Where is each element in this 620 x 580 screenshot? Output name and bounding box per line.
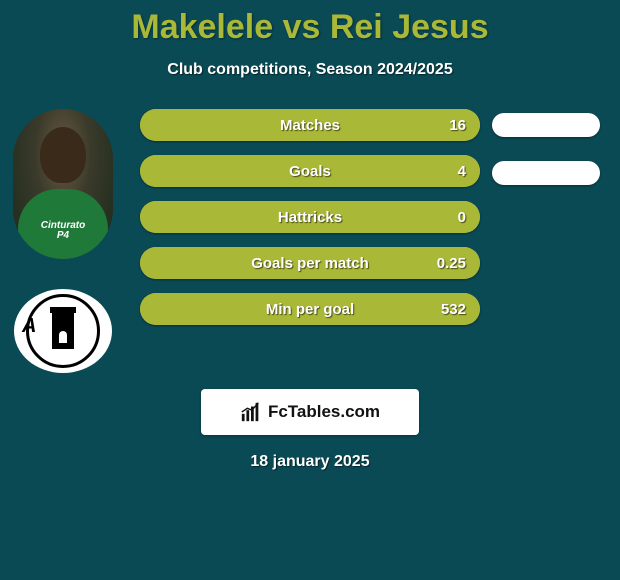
- date-label: 18 january 2025: [0, 453, 620, 471]
- stat-label: Matches: [280, 117, 340, 134]
- stat-value: 0.25: [437, 255, 466, 272]
- badge-inner: [26, 294, 100, 368]
- club-badge: A: [14, 289, 112, 373]
- stat-bar-goals: Goals 4: [140, 155, 480, 187]
- content-area: Cinturato P4 A Matches16Goals4Hattricks0…: [0, 109, 620, 349]
- sponsor-line2: P4: [57, 230, 69, 241]
- brand-chart-icon: [240, 401, 262, 423]
- subtitle: Club competitions, Season 2024/2025: [0, 61, 620, 79]
- stat-bar-min-per-goal: Min per goal 532: [140, 293, 480, 325]
- stat-label: Min per goal: [266, 301, 354, 318]
- badge-arch: [59, 331, 67, 343]
- stat-label: Goals: [289, 163, 331, 180]
- stat-bar-hattricks: Hattricks 0: [140, 201, 480, 233]
- left-column: Cinturato P4 A: [8, 109, 118, 373]
- stat-value: 16: [449, 117, 466, 134]
- stat-bar-matches: Matches 16: [140, 109, 480, 141]
- avatar-sponsor: Cinturato P4: [41, 221, 85, 241]
- stat-label: Hattricks: [278, 209, 342, 226]
- right-column: [492, 109, 610, 207]
- stat-value: 532: [441, 301, 466, 318]
- player-avatar: Cinturato P4: [13, 109, 113, 259]
- stat-value: 0: [458, 209, 466, 226]
- stat-bar-goals-per-match: Goals per match 0.25: [140, 247, 480, 279]
- stat-label: Goals per match: [251, 255, 369, 272]
- comparison-pill-1: [492, 161, 600, 185]
- brand-box: FcTables.com: [201, 389, 419, 435]
- avatar-head: [40, 127, 86, 183]
- comparison-pill-0: [492, 113, 600, 137]
- brand-text: FcTables.com: [268, 402, 380, 422]
- stat-value: 4: [458, 163, 466, 180]
- badge-tower-icon: [52, 313, 74, 349]
- page-title: Makelele vs Rei Jesus: [0, 0, 620, 47]
- stat-bars: Matches 16 Goals 4 Hattricks 0 Goals per match…: [140, 109, 480, 339]
